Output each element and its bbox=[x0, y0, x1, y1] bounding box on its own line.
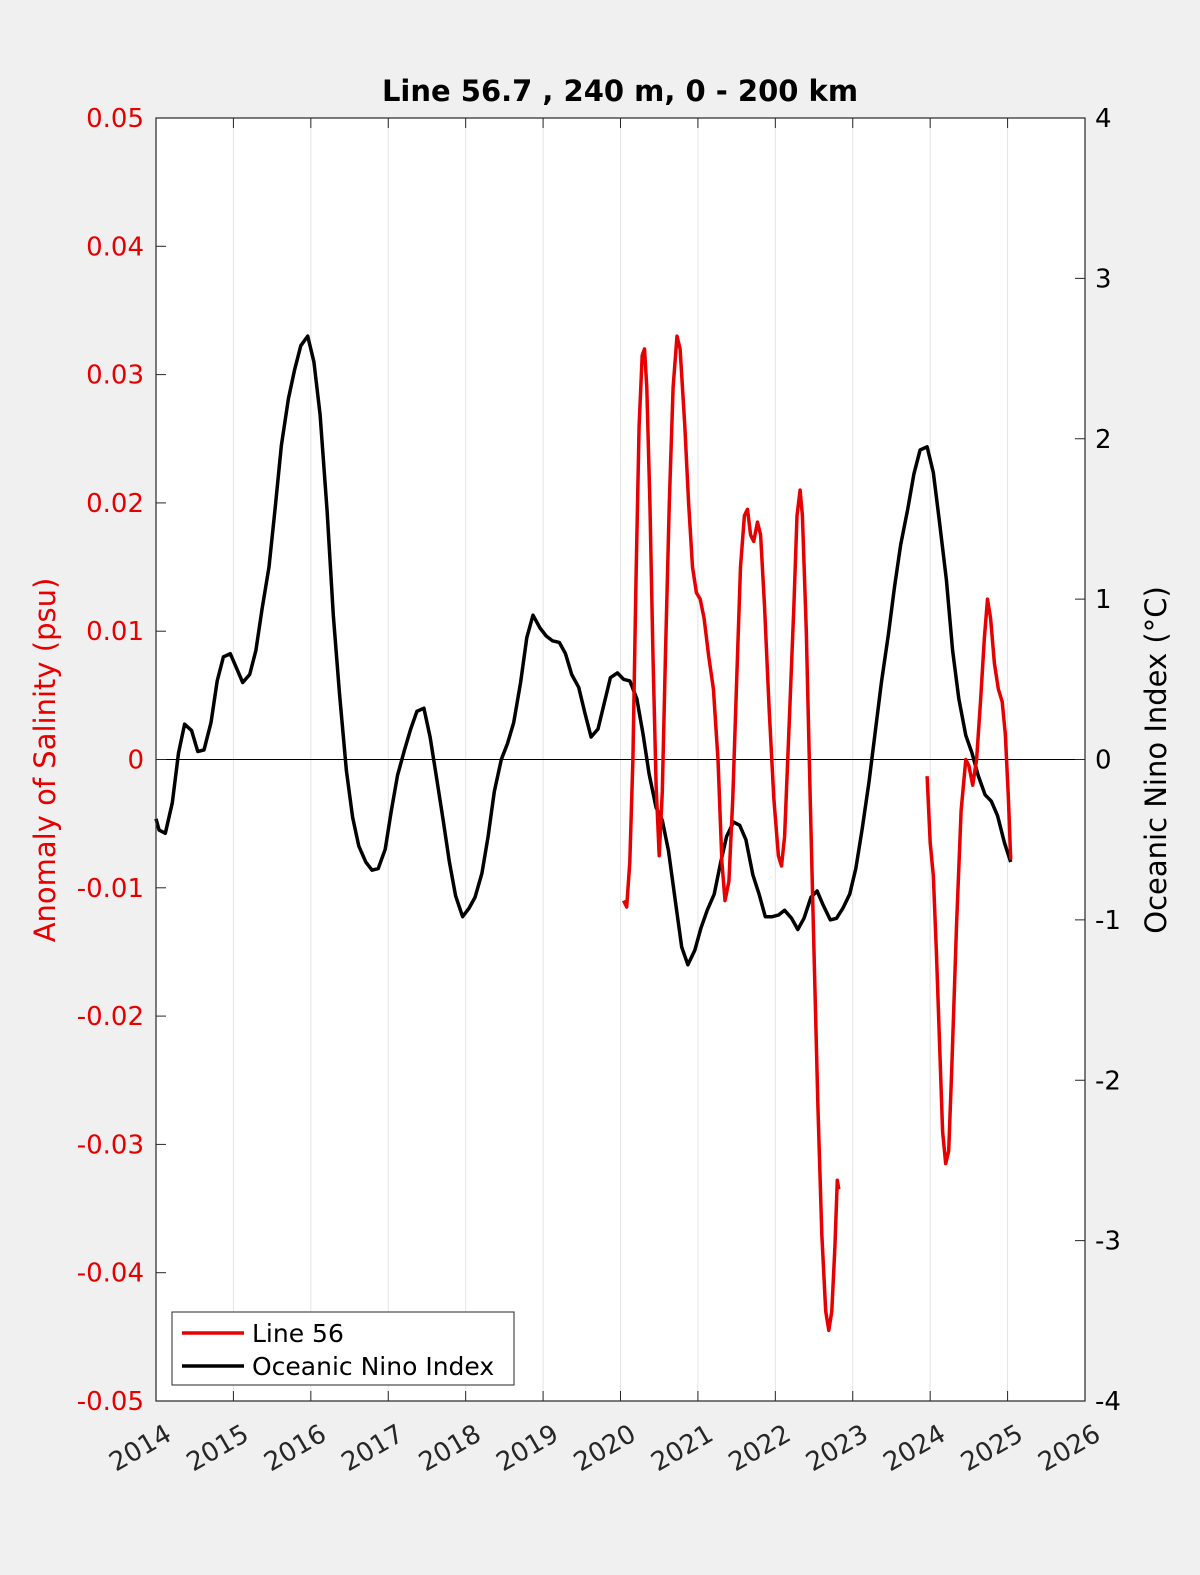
series-line-oceanic-nino-index bbox=[154, 334, 1013, 967]
y-tick-label-left: 0.02 bbox=[86, 489, 144, 519]
y-tick-label-left: -0.03 bbox=[77, 1130, 144, 1160]
y-tick-label-right: 0 bbox=[1095, 746, 1112, 776]
legend-box bbox=[171, 1311, 515, 1386]
series-layer bbox=[154, 334, 1013, 1333]
y-tick-label-right: -2 bbox=[1095, 1066, 1121, 1096]
y-axis-label-right: Oceanic Nino Index (°C) bbox=[1139, 586, 1173, 934]
y-tick-label-right: 1 bbox=[1095, 585, 1112, 615]
y-tick-label-left: -0.02 bbox=[77, 1002, 144, 1032]
x-tick-label: 2026 bbox=[1033, 1419, 1105, 1478]
legend-label-line56: Line 56 bbox=[252, 1319, 344, 1348]
y-tick-label-left: -0.04 bbox=[77, 1259, 144, 1289]
x-tick-label: 2014 bbox=[104, 1419, 176, 1478]
y-tick-label-left: 0 bbox=[127, 746, 144, 776]
y-tick-label-left: 0.04 bbox=[86, 232, 144, 262]
y-tick-label-right: -4 bbox=[1095, 1387, 1121, 1417]
y-tick-label-right: -1 bbox=[1095, 906, 1121, 936]
y-axis-label-left: Anomaly of Salinity (psu) bbox=[28, 578, 62, 943]
x-tick-label: 2021 bbox=[646, 1419, 718, 1478]
x-tick-label: 2025 bbox=[956, 1419, 1028, 1478]
x-tick-label: 2023 bbox=[801, 1419, 873, 1478]
x-tick-label: 2018 bbox=[414, 1419, 486, 1478]
chart-title: Line 56.7 , 240 m, 0 - 200 km bbox=[382, 74, 858, 108]
x-tick-label: 2020 bbox=[569, 1419, 641, 1478]
y-tick-label-right: 2 bbox=[1095, 425, 1112, 455]
x-tick-label: 2016 bbox=[259, 1419, 331, 1478]
series-line-line56 bbox=[622, 334, 841, 1333]
x-tick-label: 2017 bbox=[337, 1419, 409, 1478]
y-tick-label-left: -0.01 bbox=[77, 874, 144, 904]
series-line-line56 bbox=[925, 597, 1013, 1166]
x-tick-label: 2019 bbox=[491, 1419, 563, 1478]
y-tick-label-left: 0.05 bbox=[86, 104, 144, 134]
x-tick-label: 2024 bbox=[879, 1419, 951, 1478]
legend: Line 56 Oceanic Nino Index bbox=[171, 1311, 515, 1386]
y-tick-label-left: 0.03 bbox=[86, 361, 144, 391]
legend-label-oni: Oceanic Nino Index bbox=[252, 1352, 494, 1381]
y-tick-label-left: 0.01 bbox=[86, 617, 144, 647]
y-tick-label-left: -0.05 bbox=[77, 1387, 144, 1417]
y-tick-label-right: -3 bbox=[1095, 1227, 1121, 1257]
y-tick-label-right: 4 bbox=[1095, 104, 1112, 134]
x-tick-label: 2015 bbox=[182, 1419, 254, 1478]
y-tick-label-right: 3 bbox=[1095, 264, 1112, 294]
x-tick-label: 2022 bbox=[724, 1419, 796, 1478]
